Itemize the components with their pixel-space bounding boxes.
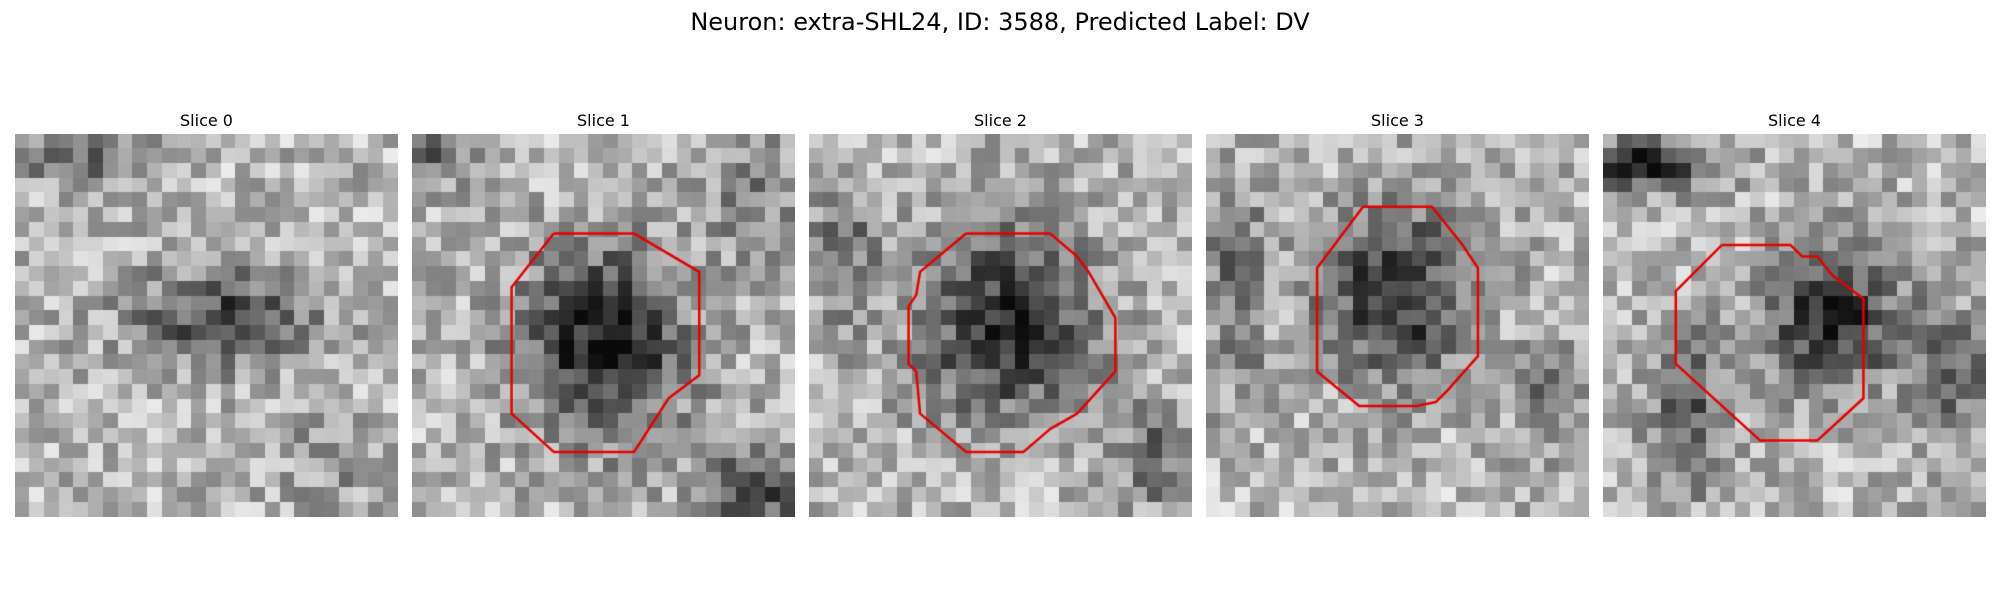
slice-panel-4: Slice 4 xyxy=(1603,108,1986,517)
slice-title: Slice 0 xyxy=(180,111,233,130)
slice-image xyxy=(809,134,1192,517)
slice-title: Slice 1 xyxy=(577,111,630,130)
slice-image xyxy=(412,134,795,517)
slice-image xyxy=(15,134,398,517)
slice-image xyxy=(1603,134,1986,517)
slice-panel-0: Slice 0 xyxy=(15,108,398,517)
slice-title: Slice 3 xyxy=(1371,111,1424,130)
slice-title: Slice 4 xyxy=(1768,111,1821,130)
slice-image xyxy=(1206,134,1589,517)
slice-panel-2: Slice 2 xyxy=(809,108,1192,517)
slice-panel-1: Slice 1 xyxy=(412,108,795,517)
slice-title: Slice 2 xyxy=(974,111,1027,130)
figure-title: Neuron: extra-SHL24, ID: 3588, Predicted… xyxy=(690,8,1310,36)
slice-panel-3: Slice 3 xyxy=(1206,108,1589,517)
